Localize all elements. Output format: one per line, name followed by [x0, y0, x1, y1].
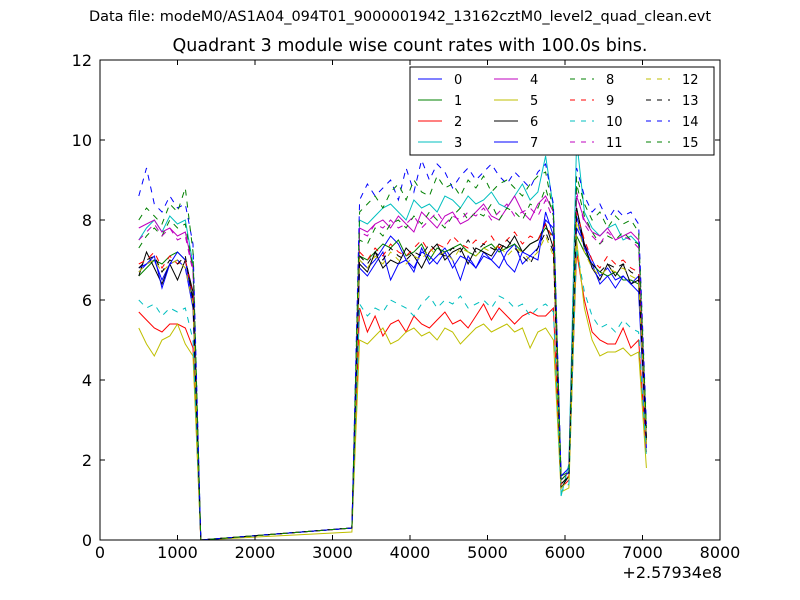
legend-label-6: 6 [530, 115, 538, 130]
x-tick-label: 1000 [157, 543, 198, 562]
legend-label-13: 13 [682, 94, 699, 109]
figure-suptitle: Data file: modeM0/AS1A04_094T01_90000019… [88, 9, 712, 25]
x-tick-label: 0 [95, 543, 105, 562]
series-0-line [138, 219, 647, 541]
y-tick-label: 12 [72, 51, 92, 70]
x-tick-label: 3000 [312, 543, 353, 562]
legend-label-1: 1 [454, 94, 462, 109]
chart-title: Quadrant 3 module wise count rates with … [172, 36, 648, 56]
legend-label-2: 2 [454, 115, 462, 130]
x-tick-label: 8000 [700, 543, 741, 562]
x-axis: 0 1000 2000 3000 4000 5000 6000 7000 8000 [95, 60, 740, 562]
y-tick-label: 4 [82, 371, 92, 390]
y-tick-label: 0 [82, 531, 92, 550]
x-tick-label: 4000 [390, 543, 431, 562]
x-tick-label: 5000 [467, 543, 508, 562]
legend-label-7: 7 [530, 136, 538, 151]
series-4-line [138, 194, 647, 541]
legend-label-15: 15 [682, 136, 699, 151]
series-lines [138, 139, 647, 541]
series-14-line [138, 158, 647, 541]
series-12-line [138, 219, 647, 541]
legend-label-11: 11 [606, 136, 623, 151]
series-8-line [138, 183, 647, 541]
x-tick-label: 6000 [545, 543, 586, 562]
series-3-line [138, 139, 647, 541]
y-tick-label: 10 [72, 131, 92, 150]
series-15-line [138, 171, 647, 541]
legend-box [409, 66, 715, 156]
y-tick-label: 8 [82, 211, 92, 230]
series-13-line [138, 207, 647, 541]
legend-label-12: 12 [682, 73, 699, 88]
legend-label-14: 14 [682, 115, 699, 130]
legend-label-4: 4 [530, 73, 538, 88]
legend-label-0: 0 [454, 73, 462, 88]
y-tick-label: 6 [82, 291, 92, 310]
legend-label-9: 9 [606, 94, 614, 109]
legend-label-3: 3 [454, 136, 462, 151]
series-11-line [138, 191, 647, 541]
x-tick-label: 2000 [235, 543, 276, 562]
y-tick-label: 2 [82, 451, 92, 470]
x-offset-label: +2.57934e8 [622, 563, 722, 582]
legend-label-8: 8 [606, 73, 614, 88]
legend-label-5: 5 [530, 94, 538, 109]
legend-label-10: 10 [606, 115, 623, 130]
x-tick-label: 7000 [622, 543, 663, 562]
series-6-line [138, 207, 647, 541]
